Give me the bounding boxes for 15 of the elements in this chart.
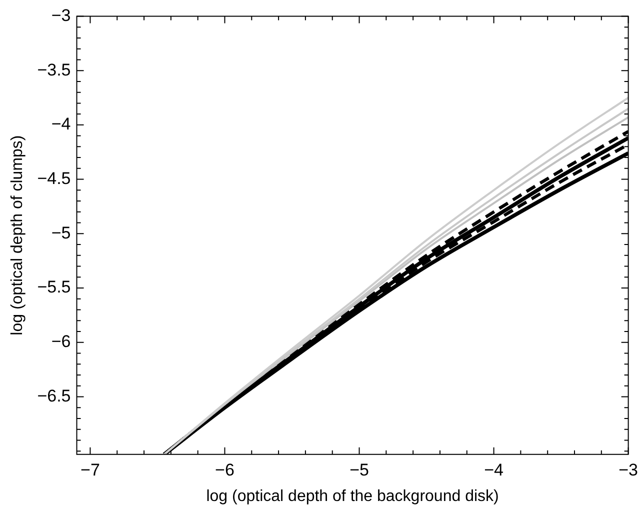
- x-tick-label: −5: [350, 460, 369, 480]
- x-tick-label: −6: [215, 460, 234, 480]
- x-tick-label: −3: [618, 460, 638, 480]
- y-tick-label: −6.5: [37, 386, 71, 406]
- y-tick-label: −3.5: [37, 60, 71, 80]
- x-tick-label: −4: [484, 460, 504, 480]
- y-tick-label: −4: [51, 114, 71, 134]
- y-tick-label: −5.5: [37, 278, 71, 297]
- y-tick-label: −5: [51, 223, 71, 242]
- x-tick-label: −7: [80, 460, 100, 480]
- y-tick-label: −6: [51, 332, 71, 352]
- x-axis-title: log (optical depth of the background disk): [206, 488, 499, 505]
- y-tick-label: −3: [51, 6, 71, 25]
- y-tick-label: −4.5: [37, 168, 71, 188]
- y-axis-title: log (optical depth of clumps): [9, 135, 26, 336]
